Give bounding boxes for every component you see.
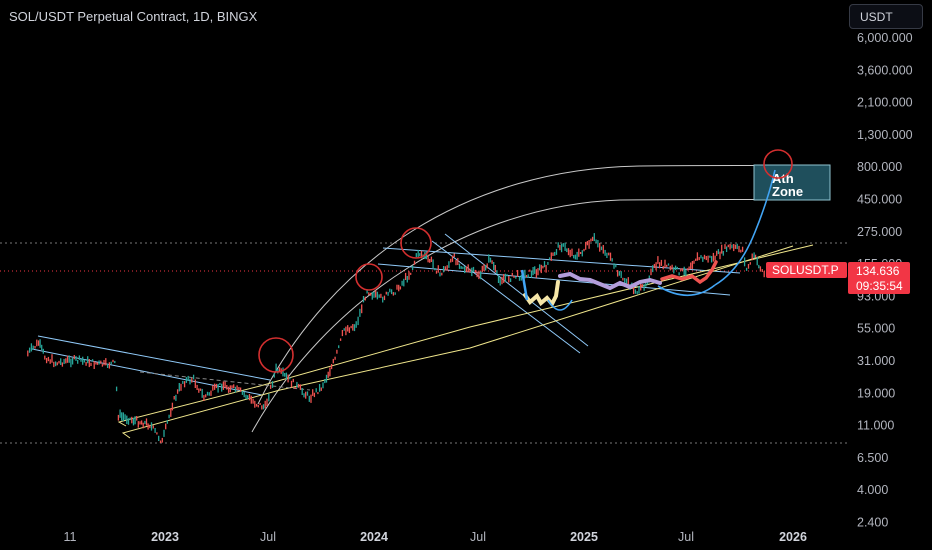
x-axis[interactable]: 11 2023 Jul 2024 Jul 2025 Jul 2026: [64, 530, 807, 544]
breakdown-line-1: [444, 233, 589, 347]
projection-dots-red: [660, 260, 718, 285]
currency-button[interactable]: USDT: [849, 4, 923, 29]
x-tick-label: 2026: [779, 530, 807, 544]
circle-ath-target: [763, 149, 793, 179]
projection-dots-yellow: [523, 280, 560, 308]
trendlines: [117, 244, 814, 439]
y-tick-label: 2.400: [857, 516, 888, 530]
x-tick-label: 2023: [151, 530, 179, 544]
y-tick-label: 6.500: [857, 451, 888, 465]
y-tick-label: 3,600.000: [857, 63, 913, 77]
ath-zone-line2: Zone: [772, 184, 803, 199]
projection-ath-curve: [714, 169, 776, 286]
price-series: [27, 233, 765, 444]
y-tick-label: 275.000: [857, 225, 902, 239]
y-tick-label: 1,300.000: [857, 128, 913, 142]
chart-title: SOL/USDT Perpetual Contract, 1D, BINGX: [9, 9, 258, 24]
y-tick-label: 55.000: [857, 322, 895, 336]
countdown-text: 09:35:54: [856, 279, 903, 293]
symbol-badge: [766, 262, 847, 278]
x-tick-label: 11: [64, 530, 77, 544]
projection-curve-2: [657, 284, 716, 296]
last-price-text: 134.636: [856, 264, 900, 278]
y-tick-label: 11.000: [857, 419, 894, 433]
trendline-lower: [121, 245, 794, 439]
x-tick-label: Jul: [260, 530, 276, 544]
key-point-circles: [258, 149, 793, 373]
x-tick-label: 2025: [570, 530, 598, 544]
y-tick-label: 4.000: [857, 483, 888, 497]
breakdown-line-2: [431, 240, 581, 354]
y-tick-label: 450.000: [857, 193, 902, 207]
symbol-badge-text: SOLUSDT.P: [772, 263, 839, 277]
projection-blue-small: [520, 269, 529, 301]
channel-2022-upper: [37, 335, 271, 381]
y-tick-label: 6,000.000: [857, 31, 913, 45]
projection-curve-1: [547, 299, 573, 311]
y-axis[interactable]: 6,000.000 3,600.000 2,100.000 1,300.000 800.…: [857, 31, 913, 530]
inner-arc: [251, 199, 831, 433]
channel-lines: [31, 233, 741, 396]
y-tick-label: 800.000: [857, 160, 902, 174]
last-price-badge: [848, 262, 910, 294]
y-tick-label: 31.000: [857, 354, 895, 368]
price-badge: SOLUSDT.P 134.636 09:35:54: [766, 262, 910, 294]
outer-arc: [257, 165, 831, 405]
trendline-upper: [117, 244, 814, 427]
circle-2023-breakout: [258, 337, 294, 373]
circle-2024-top: [400, 227, 432, 259]
projection-drawings: [520, 169, 776, 311]
ath-zone-line1: Ath: [772, 171, 794, 186]
y-tick-label: 19.000: [857, 386, 895, 400]
channel-2024-lower: [377, 263, 731, 296]
y-tick-label: 2,100.000: [857, 96, 913, 110]
arc-drawings: [251, 165, 831, 433]
circle-2023-top: [355, 263, 383, 291]
x-tick-label: Jul: [678, 530, 694, 544]
dashed-support-line: [139, 371, 311, 391]
x-tick-label: Jul: [470, 530, 486, 544]
projection-dots-purple: [558, 271, 662, 291]
x-tick-label: 2024: [360, 530, 388, 544]
reference-lines: [0, 242, 848, 444]
